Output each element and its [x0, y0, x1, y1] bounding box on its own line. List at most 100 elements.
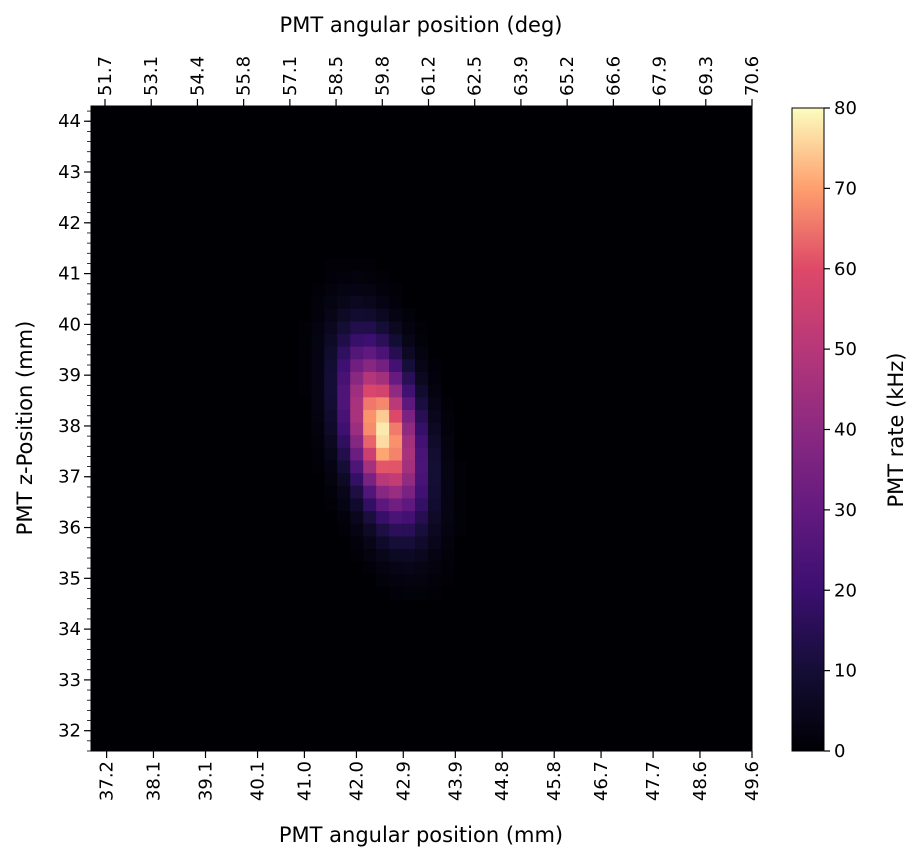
heatmap-cell — [337, 409, 351, 423]
heatmap-cell — [376, 510, 390, 524]
x-tick-label: 45.8 — [544, 761, 565, 801]
heatmap-cell — [324, 434, 338, 448]
heatmap-cell — [324, 321, 338, 335]
x-top-tick-label: 55.8 — [234, 56, 255, 96]
heatmap-cell — [363, 308, 377, 322]
y-tick-label: 35 — [58, 568, 81, 589]
heatmap-cell — [440, 460, 455, 474]
heatmap-cell — [427, 548, 442, 562]
heatmap-cell — [415, 409, 429, 423]
heatmap-cell — [363, 523, 377, 537]
heatmap-cell — [402, 434, 416, 448]
x-tick-label: 42.9 — [393, 761, 414, 801]
heatmap-cell — [324, 333, 338, 347]
heatmap-cell — [363, 561, 377, 575]
x-tick-label: 42.0 — [346, 761, 367, 801]
x-top-tick-label: 65.2 — [557, 56, 578, 96]
heatmap-cell — [402, 561, 416, 575]
y-tick-label: 43 — [58, 162, 81, 183]
x-tick-label: 41.0 — [294, 761, 315, 801]
heatmap-cell — [427, 384, 442, 398]
heatmap-cell — [311, 371, 325, 385]
heatmap-cell — [389, 536, 403, 550]
heatmap-cell — [389, 295, 403, 309]
heatmap-cell — [324, 485, 338, 499]
heatmap-cell — [415, 573, 429, 587]
heatmap-cell — [440, 434, 455, 448]
x-top-tick-label: 67.9 — [650, 56, 671, 96]
heatmap-cell — [376, 573, 390, 587]
heatmap-cell — [350, 346, 364, 360]
x-tick-label: 48.6 — [690, 761, 711, 801]
x-top-tick-label: 63.9 — [511, 56, 532, 96]
heatmap-cell — [324, 308, 338, 322]
heatmap-cell — [324, 346, 338, 360]
heatmap-cell — [440, 447, 455, 461]
heatmap-cell — [337, 384, 351, 398]
heatmap-cell — [376, 498, 390, 512]
heatmap-cell — [350, 384, 364, 398]
heatmap-cell — [376, 396, 390, 410]
heatmap-cell — [415, 346, 429, 360]
heatmap-cell — [427, 510, 442, 524]
x-top-tick-label: 57.1 — [280, 56, 301, 96]
heatmap-cell — [350, 333, 364, 347]
heatmap-cell — [376, 371, 390, 385]
heatmap-cell — [415, 333, 429, 347]
heatmap-cell — [440, 472, 455, 486]
y-tick-label: 33 — [58, 670, 81, 691]
heatmap-cell — [402, 460, 416, 474]
heatmap-cell — [363, 295, 377, 309]
colorbar-tick-label: 30 — [834, 500, 857, 521]
heatmap-cell — [337, 460, 351, 474]
heatmap-cell — [427, 523, 442, 537]
heatmap-cell — [427, 371, 442, 385]
heatmap-cell — [389, 561, 403, 575]
heatmap-cell — [402, 371, 416, 385]
heatmap-cell — [376, 409, 390, 423]
heatmap-cell — [415, 396, 429, 410]
heatmap-cell — [402, 536, 416, 550]
heatmap-cell — [350, 536, 364, 550]
heatmap-cell — [402, 396, 416, 410]
x-ticks-top: 51.7 53.1 54.4 55.8 57.1 58.5 59.8 61.2 62.5 63.9… — [95, 56, 763, 106]
heatmap-cell — [415, 510, 429, 524]
heatmap-cell — [440, 498, 455, 512]
colorbar-ticks: 0 10 20 30 40 50 60 70 80 — [824, 98, 857, 762]
heatmap-cell — [440, 561, 455, 575]
heatmap-cell — [337, 346, 351, 360]
heatmap-cell — [311, 422, 325, 436]
heatmap-cell — [376, 472, 390, 486]
heatmap-cell — [363, 384, 377, 398]
heatmap-cell — [350, 396, 364, 410]
heatmap-cell — [311, 346, 325, 360]
heatmap-cell — [415, 523, 429, 537]
heatmap-cell — [311, 460, 325, 474]
x-top-tick-label: 59.8 — [372, 56, 393, 96]
x-top-tick-label: 70.6 — [742, 56, 763, 96]
heatmap-cell — [402, 586, 416, 600]
colorbar-title: PMT rate (kHz) — [884, 353, 908, 508]
y-tick-label: 44 — [58, 111, 81, 132]
heatmap-cell — [350, 283, 364, 297]
heatmap-cell — [350, 321, 364, 335]
heatmap-cell — [376, 485, 390, 499]
heatmap-cell — [427, 498, 442, 512]
heatmap-cell — [389, 283, 403, 297]
y-tick-label: 42 — [58, 213, 81, 234]
heatmap-cell — [363, 346, 377, 360]
heatmap-cell — [350, 548, 364, 562]
heatmap-cell — [350, 409, 364, 423]
heatmap-cell — [311, 308, 325, 322]
y-tick-label: 32 — [58, 721, 81, 742]
heatmap-cell — [389, 396, 403, 410]
y-axis-title: PMT z-Position (mm) — [13, 321, 37, 536]
heatmap-cell — [453, 472, 468, 486]
heatmap-cell — [350, 270, 364, 284]
x-tick-label: 40.1 — [248, 761, 269, 801]
x-tick-label: 39.1 — [196, 761, 217, 801]
colorbar-tick-label: 10 — [834, 661, 857, 682]
heatmap-cell — [389, 485, 403, 499]
x-top-tick-label: 54.4 — [187, 56, 208, 96]
x-tick-label: 49.6 — [742, 761, 763, 801]
